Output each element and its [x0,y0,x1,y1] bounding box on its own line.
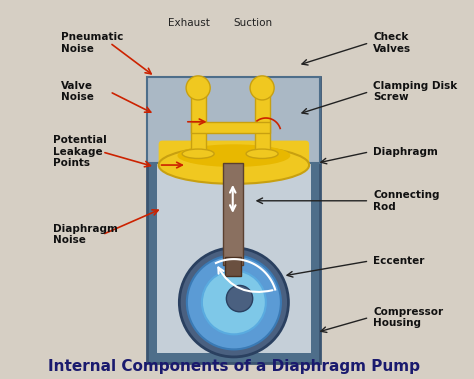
Text: Diaphragm
Noise: Diaphragm Noise [53,224,118,246]
Bar [225,257,241,276]
Circle shape [187,255,281,349]
Bar [255,96,270,156]
Bar [147,77,320,363]
Bar [191,96,206,156]
Bar [191,122,270,133]
Text: Connecting
Rod: Connecting Rod [373,190,439,211]
FancyBboxPatch shape [159,141,309,169]
Ellipse shape [246,149,278,158]
Circle shape [250,76,274,100]
Circle shape [186,76,210,100]
Text: Exhaust: Exhaust [168,18,210,28]
Text: Eccenter: Eccenter [373,256,424,266]
Text: Pneumatic
Noise: Pneumatic Noise [61,32,123,53]
Bar [223,163,243,265]
Circle shape [179,248,289,357]
Text: Suction: Suction [233,18,272,28]
Bar [147,77,320,163]
Ellipse shape [177,144,290,167]
Text: Check
Valves: Check Valves [373,32,411,53]
Text: Compressor
Housing: Compressor Housing [373,307,443,328]
Text: Potential
Leakage
Points: Potential Leakage Points [53,135,107,169]
Bar [157,86,311,353]
Text: Clamping Disk
Screw: Clamping Disk Screw [373,81,457,102]
Ellipse shape [159,146,309,184]
Circle shape [227,285,253,312]
Text: Valve
Noise: Valve Noise [61,81,94,102]
Circle shape [202,270,266,334]
Text: Diaphragm: Diaphragm [373,147,438,157]
Text: Internal Components of a Diaphragm Pump: Internal Components of a Diaphragm Pump [48,359,420,374]
Ellipse shape [182,149,214,158]
